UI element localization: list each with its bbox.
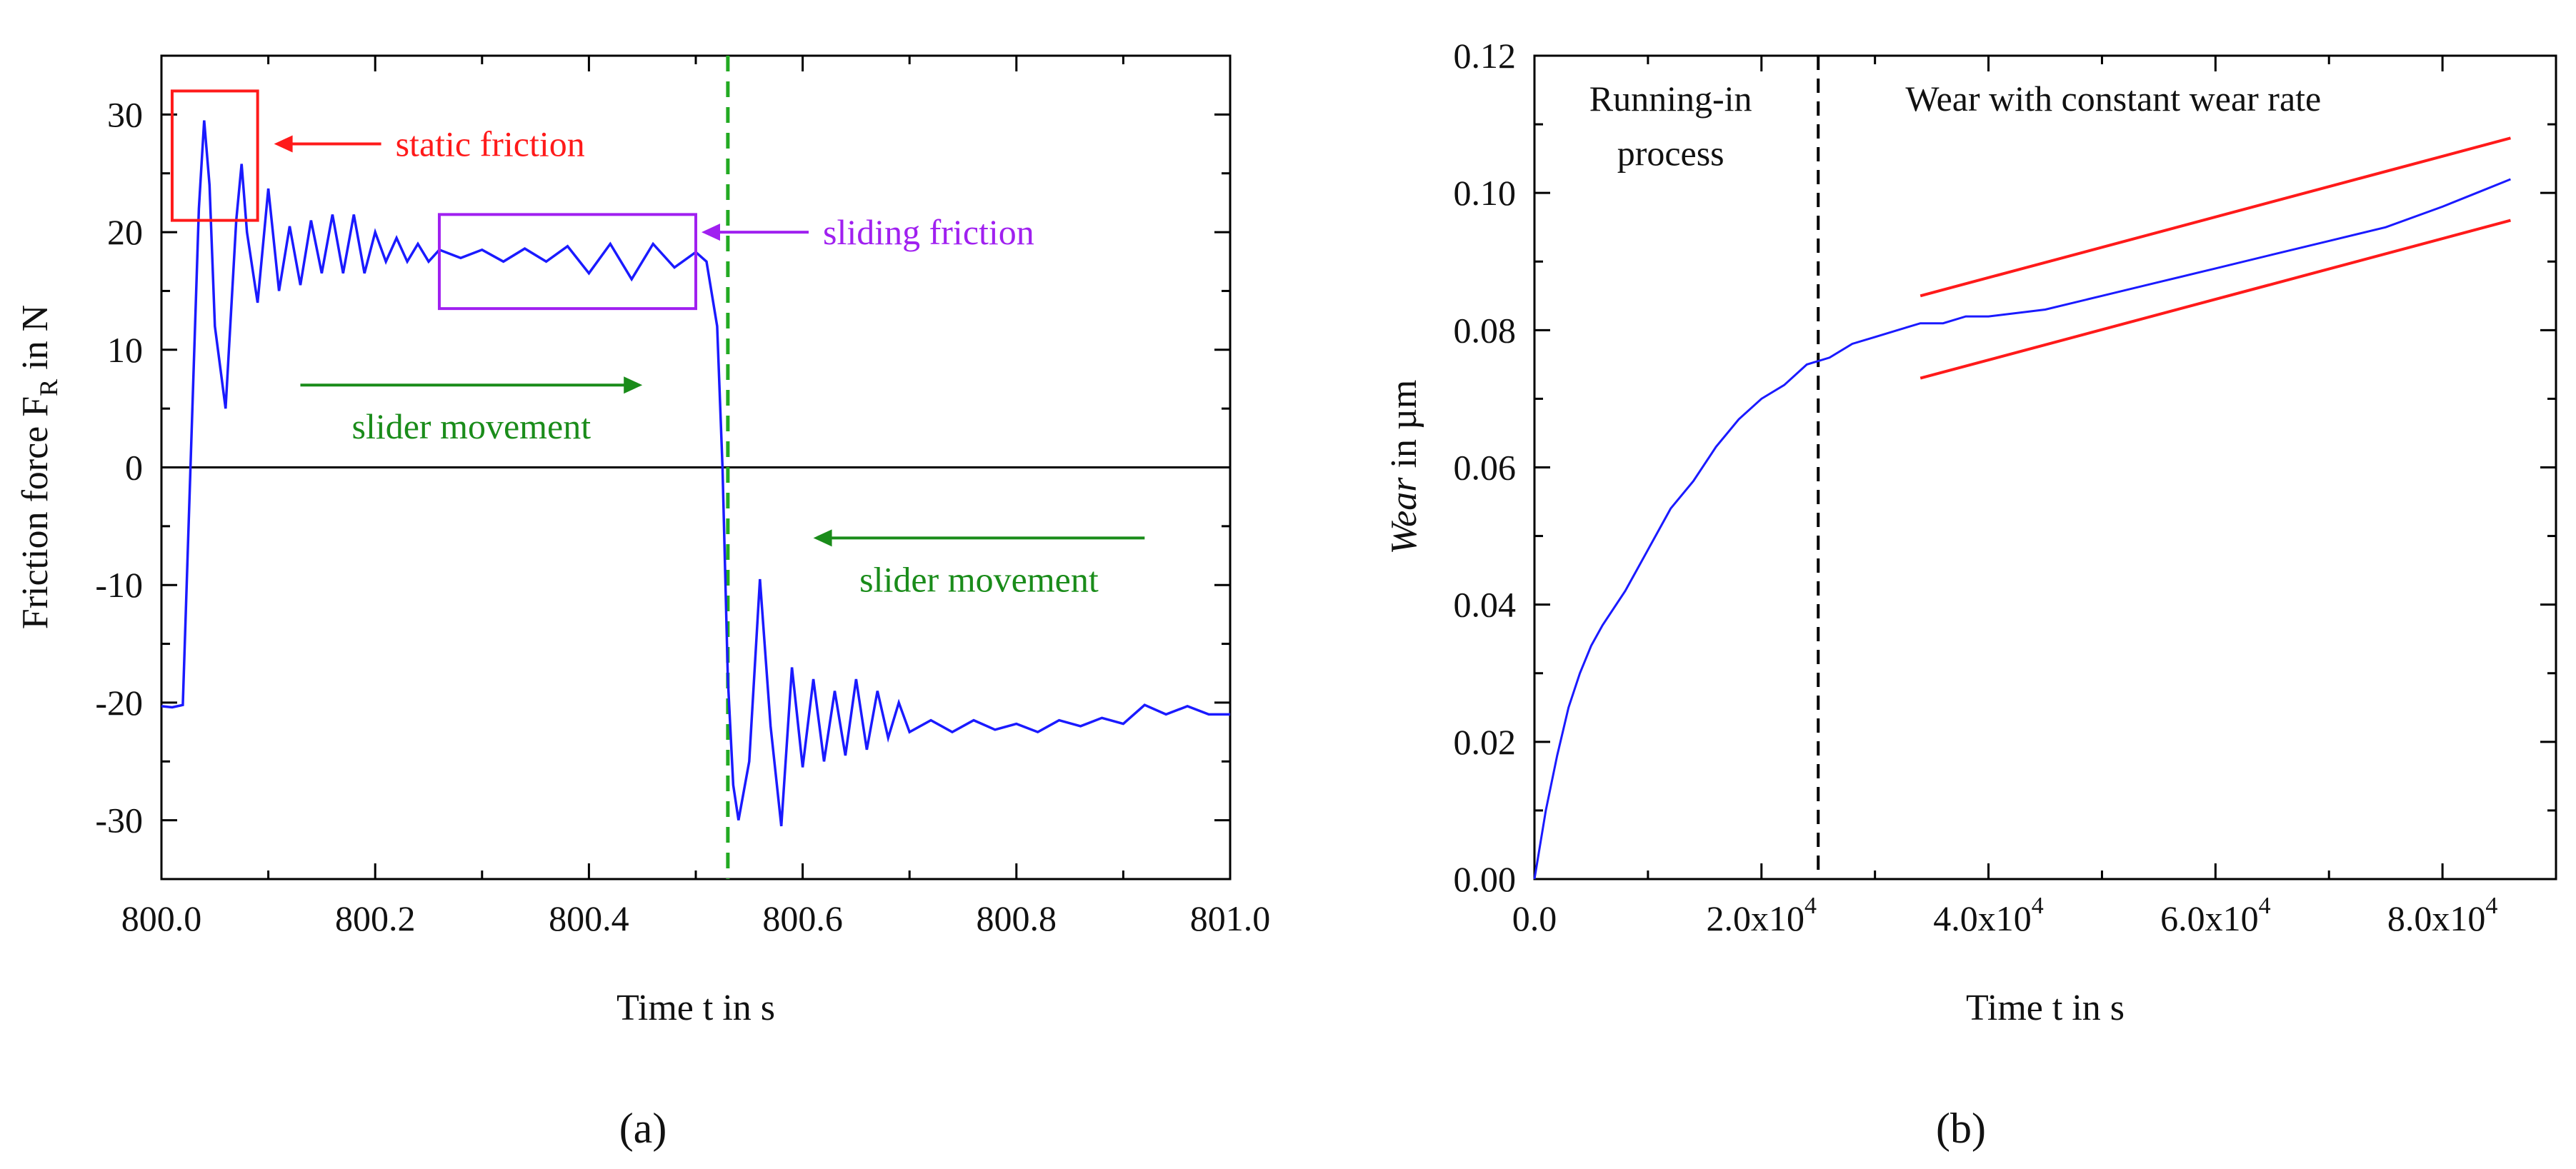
- x-tick-exponent: 4: [2259, 893, 2271, 919]
- x-axis-title-b: Time t in s: [1966, 988, 2125, 1028]
- y-tick-label: -30: [95, 801, 143, 841]
- y-tick-label: 0.02: [1454, 722, 1517, 762]
- x-tick-label: 4.0x104: [1933, 893, 2044, 938]
- panel-a-friction-chart: 800.0 800.2 800.4 800.6 800.8 801.0 -30 -20 -10 0…: [15, 54, 1270, 1152]
- y-tick-label: 0.10: [1454, 173, 1517, 213]
- x-axis-title-a: Time t in s: [616, 988, 775, 1028]
- annotation-label: Running-in: [1589, 79, 1752, 119]
- x-tick-label: 2.0x104: [1707, 893, 1817, 938]
- annotation-label: sliding friction: [823, 212, 1034, 252]
- annotation-label: process: [1617, 134, 1724, 174]
- x-tick-label: 800.6: [762, 898, 843, 938]
- friction-force-series: [161, 120, 1230, 827]
- x-tick-label: 0.0: [1512, 898, 1557, 938]
- annotation-label: slider movement: [352, 406, 591, 446]
- y-axis-title-b: Wear in µm: [1384, 380, 1424, 555]
- wear-series: [1533, 178, 2511, 880]
- panel-label-b: (b): [1936, 1105, 1986, 1152]
- x-tick-label: 8.0x104: [2387, 893, 2498, 938]
- tick-marks-b: [1533, 54, 2556, 880]
- tick-marks-a: [160, 56, 1232, 879]
- y-tick-label: 0.06: [1454, 448, 1517, 488]
- annotation-sliding-friction: sliding friction: [437, 212, 1034, 311]
- panel-b-wear-chart: 0.0 2.0x104 4.0x104 6.0x104 8.0x104 0.00 0.02 0…: [1384, 36, 2557, 1152]
- annotation-slider-movement: slider movement: [300, 376, 643, 446]
- wear-rate-band-line: [1919, 219, 2511, 380]
- y-tick-label: 10: [107, 330, 143, 370]
- tick-labels-a: 800.0 800.2 800.4 800.6 800.8 801.0 -30 -20 -10 0…: [95, 94, 1270, 938]
- annotations-a: static friction sliding friction slider mo…: [170, 89, 1145, 599]
- panel-label-a: (a): [619, 1105, 667, 1152]
- x-tick-label: 800.8: [977, 898, 1057, 938]
- y-tick-label: -20: [95, 683, 143, 723]
- y-tick-label: 0.08: [1454, 310, 1517, 350]
- x-tick-label: 800.4: [549, 898, 629, 938]
- annotation-static-friction: static friction: [170, 89, 585, 222]
- arrow-head: [624, 376, 643, 394]
- highlight-box: [170, 89, 259, 222]
- x-tick-exponent: 4: [2485, 893, 2497, 919]
- wear-rate-band-lines: [1919, 136, 2511, 380]
- x-tick-label: 801.0: [1190, 898, 1271, 938]
- y-tick-label: 30: [107, 94, 143, 134]
- y-tick-label: 0: [125, 448, 143, 488]
- y-tick-label: 0.12: [1454, 36, 1517, 76]
- x-tick-label: 6.0x104: [2160, 893, 2271, 938]
- annotation-label: slider movement: [859, 559, 1099, 599]
- x-tick-label: 800.2: [335, 898, 416, 938]
- y-tick-label: 20: [107, 212, 143, 252]
- annotation-slider-movement: slider movement: [813, 529, 1145, 599]
- highlight-box: [437, 213, 698, 311]
- y-axis-title-a: Friction force FR in N: [15, 305, 63, 629]
- arrow-head: [813, 529, 832, 547]
- y-tick-label: -10: [95, 565, 143, 605]
- arrow-head: [274, 135, 293, 153]
- annotation-label: static friction: [396, 124, 585, 164]
- plot-frame-b: [1533, 54, 2557, 880]
- y-tick-label: 0.00: [1454, 859, 1517, 899]
- x-tick-exponent: 4: [1804, 893, 1817, 919]
- wear-rate-band-line: [1919, 136, 2511, 298]
- y-tick-label: 0.04: [1454, 585, 1517, 625]
- x-tick-label: 800.0: [121, 898, 202, 938]
- annotations-b: Running-in process Wear with constant wear…: [1589, 79, 2321, 174]
- x-tick-exponent: 4: [2032, 893, 2044, 919]
- arrow-head: [702, 224, 720, 241]
- tick-labels-b: 0.0 2.0x104 4.0x104 6.0x104 8.0x104 0.00 0.02 0…: [1454, 36, 2498, 938]
- annotation-label: Wear with constant wear rate: [1905, 79, 2321, 119]
